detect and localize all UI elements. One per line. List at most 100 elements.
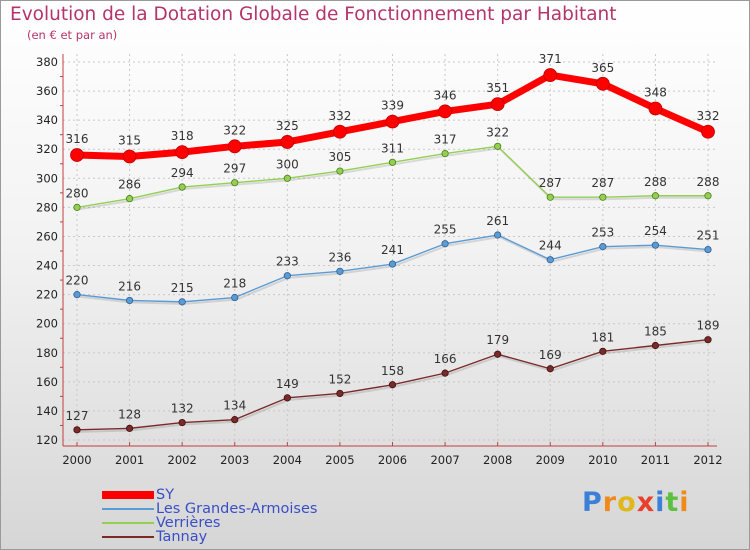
- data-label: 181: [591, 330, 614, 344]
- data-label: 315: [118, 134, 141, 148]
- data-point: [494, 350, 502, 358]
- legend-label: Tannay: [156, 529, 208, 545]
- data-point: [651, 341, 660, 350]
- data-point: [595, 76, 610, 91]
- y-tick-label: 380: [36, 55, 58, 69]
- data-label: 244: [539, 239, 562, 253]
- legend-swatch: [102, 491, 154, 499]
- data-label: 305: [328, 150, 351, 164]
- data-point: [385, 114, 400, 129]
- data-label: 189: [697, 319, 720, 333]
- data-label: 132: [171, 402, 194, 416]
- data-label: 365: [591, 61, 614, 75]
- x-tick-label: 2002: [168, 453, 197, 467]
- data-label: 149: [276, 377, 299, 391]
- data-label: 169: [539, 348, 562, 362]
- data-point: [704, 192, 712, 200]
- data-label: 236: [328, 250, 351, 264]
- data-point: [438, 104, 452, 119]
- data-point: [231, 179, 239, 187]
- data-label: 253: [591, 226, 614, 240]
- data-label: 316: [66, 132, 89, 146]
- data-point: [599, 347, 607, 355]
- data-point: [73, 291, 81, 299]
- legend-label: Verrières: [156, 515, 221, 531]
- data-point: [441, 149, 449, 158]
- data-label: 179: [486, 333, 509, 347]
- data-point: [546, 256, 554, 264]
- data-label: 318: [171, 129, 194, 143]
- data-label: 339: [381, 99, 404, 113]
- legend-swatch: [102, 536, 154, 538]
- y-tick-label: 260: [36, 229, 58, 243]
- data-point: [178, 298, 186, 306]
- data-point: [283, 394, 291, 402]
- data-labels: 127 128 132 134 149 152 158 166 179 169 181 185 189 2…: [66, 52, 720, 423]
- chart-title: Evolution de la Dotation Globale de Fonc…: [10, 4, 617, 25]
- legend-swatch: [102, 522, 154, 524]
- data-label: 251: [697, 229, 720, 243]
- y-tick-label: 300: [36, 171, 58, 185]
- data-point: [122, 149, 137, 164]
- data-label: 233: [276, 255, 299, 269]
- data-point: [227, 139, 242, 154]
- data-label: 287: [591, 176, 614, 190]
- data-point: [546, 193, 554, 201]
- data-label: 255: [434, 223, 457, 237]
- data-label: 346: [434, 88, 457, 102]
- data-label: 215: [171, 281, 194, 295]
- proxiti-logo: Proxiti: [582, 487, 690, 518]
- data-point: [543, 68, 558, 82]
- data-point: [701, 124, 715, 139]
- data-point: [336, 267, 344, 275]
- data-point: [336, 167, 344, 175]
- y-tick-label: 340: [36, 113, 58, 127]
- data-point: [283, 174, 291, 182]
- data-point: [704, 336, 712, 344]
- data-point: [388, 260, 397, 268]
- legend-swatch: [102, 508, 154, 510]
- x-tick-label: 2005: [325, 453, 354, 467]
- data-point: [490, 97, 505, 112]
- data-label: 325: [276, 119, 299, 133]
- data-point: [280, 135, 295, 149]
- data-label: 322: [486, 125, 509, 139]
- y-tick-label: 220: [36, 288, 58, 302]
- grid-lines: [63, 54, 717, 444]
- y-tick-label: 120: [36, 433, 58, 447]
- axes: 120 140 160 180 200 220 240 260 280 300 320 340 360 3…: [36, 54, 723, 467]
- y-tick-label: 280: [36, 200, 58, 214]
- data-label: 371: [539, 52, 562, 66]
- x-tick-label: 2012: [693, 453, 722, 467]
- data-point: [125, 195, 134, 203]
- data-label: 254: [644, 224, 667, 238]
- data-point: [73, 426, 81, 434]
- data-point: [704, 245, 712, 254]
- data-point: [494, 142, 502, 150]
- data-point: [336, 389, 344, 398]
- data-point: [546, 365, 554, 373]
- data-label: 300: [276, 157, 299, 171]
- legend-label: Les Grandes-Armoises: [156, 501, 318, 517]
- x-tick-label: 2006: [378, 453, 407, 467]
- data-label: 261: [486, 214, 509, 228]
- x-tick-label: 2007: [430, 453, 459, 467]
- x-tick-label: 2010: [588, 453, 617, 467]
- data-label: 286: [118, 178, 141, 192]
- data-label: 348: [644, 86, 667, 100]
- data-label: 287: [539, 176, 562, 190]
- data-point: [441, 369, 449, 377]
- series-lines: [70, 68, 715, 434]
- data-label: 288: [644, 175, 667, 189]
- data-point: [178, 183, 186, 191]
- data-label: 220: [66, 274, 89, 288]
- y-tick-label: 240: [36, 259, 58, 273]
- data-point: [125, 296, 134, 305]
- data-label: 332: [697, 109, 720, 123]
- x-tick-label: 2001: [115, 453, 144, 467]
- data-point: [599, 193, 607, 201]
- data-label: 158: [381, 364, 404, 378]
- data-label: 241: [381, 243, 404, 257]
